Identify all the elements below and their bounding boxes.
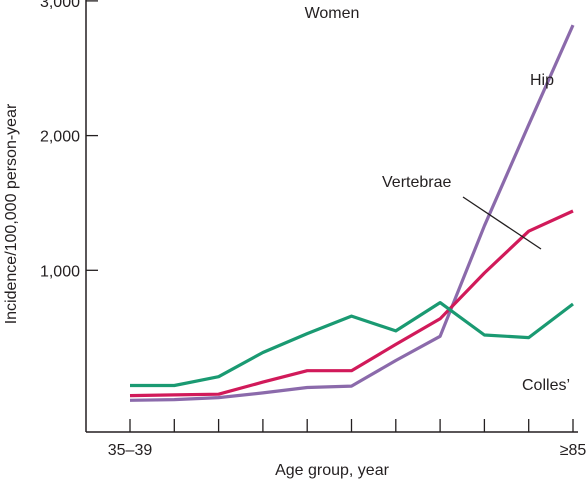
annotation-colles: Colles’	[522, 377, 570, 394]
x-tick-label: 35–39	[108, 442, 153, 459]
series-line-colles	[130, 301, 574, 388]
annotation-vertebrae: Vertebrae	[382, 174, 451, 191]
annotation-layer: Hip Vertebrae Colles’	[382, 72, 570, 394]
y-tick-label: 3,000	[40, 0, 80, 11]
x-tick-label: ≥85	[560, 442, 587, 459]
series-line-vertebrae	[129, 209, 574, 398]
series-line-hip	[129, 24, 575, 402]
chart-title: Women	[305, 5, 360, 22]
x-axis-title: Age group, year	[275, 462, 390, 479]
annotation-hip: Hip	[530, 72, 554, 89]
x-ticks: 35–39 ≥85	[108, 419, 587, 459]
vertebrae-leader-line	[462, 196, 542, 250]
y-tick-label: 2,000	[40, 129, 80, 146]
y-tick-label: 1,000	[40, 263, 80, 280]
y-ticks: 1,000 2,000 3,000	[40, 0, 98, 280]
y-axis-title: Incidence/100,000 person-year	[3, 103, 20, 324]
series-layer	[129, 24, 575, 402]
